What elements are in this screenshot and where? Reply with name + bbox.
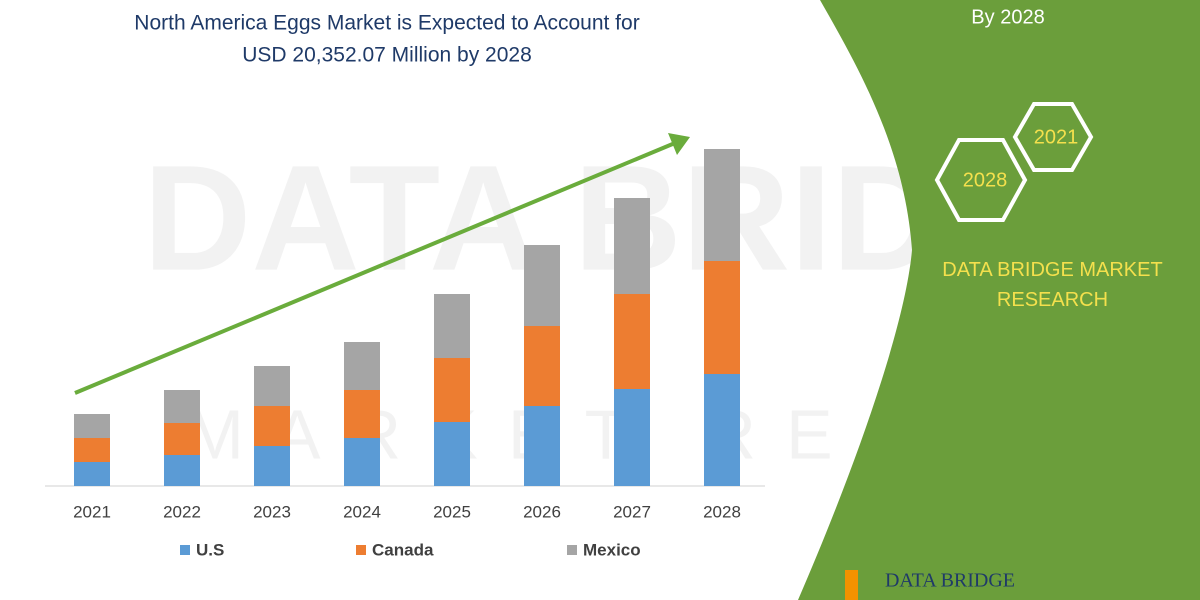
badge: 2021: [1034, 126, 1079, 148]
bar-segment: [344, 390, 380, 438]
chart-title: North America Eggs Market is Expected to…: [134, 12, 639, 35]
logo-mark: [845, 570, 858, 600]
bar-segment: [524, 245, 560, 326]
bar-segment: [74, 462, 110, 486]
legend-label: U.S: [196, 540, 224, 559]
legend-swatch: [567, 545, 577, 555]
legend-swatch: [356, 545, 366, 555]
x-tick-label: 2024: [343, 502, 381, 521]
bar-segment: [254, 446, 290, 486]
x-tick-label: 2027: [613, 502, 651, 521]
bar-segment: [704, 149, 740, 261]
hexagon: [934, 138, 1028, 222]
bar-segment: [524, 326, 560, 406]
bar-segment: [614, 294, 650, 389]
bar-segment: [704, 261, 740, 374]
brand: DATA BRIDGE MARKET RESEARCH: [942, 259, 1163, 311]
bar-segment: [74, 414, 110, 438]
bar-segment: [164, 390, 200, 423]
legend-label: Canada: [372, 540, 434, 559]
bar-segment: [434, 358, 470, 422]
bar-segment: [344, 342, 380, 390]
legend-swatch: [180, 545, 190, 555]
bar-segment: [164, 455, 200, 486]
footer-logo: DATA BRIDGE: [885, 570, 1015, 592]
x-tick-label: 2025: [433, 502, 471, 521]
trend-arrow: [74, 141, 676, 395]
hexagon: [1012, 102, 1094, 172]
trend-arrow-head: [668, 133, 690, 155]
bar-segment: [434, 294, 470, 358]
bar-segment: [254, 406, 290, 446]
side-panel: [798, 0, 1200, 600]
bar-segment: [74, 438, 110, 462]
x-tick-label: 2022: [163, 502, 201, 521]
bar-segment: [704, 374, 740, 486]
caption: By 2028: [971, 6, 1044, 28]
bars: [74, 149, 740, 486]
x-tick-label: 2026: [523, 502, 561, 521]
bar-segment: [344, 438, 380, 486]
bar-segment: [434, 422, 470, 486]
x-tick-label: 2028: [703, 502, 741, 521]
bar-segment: [614, 389, 650, 486]
bar-segment: [164, 423, 200, 455]
x-tick-label: 2021: [73, 502, 111, 521]
bar-segment: [524, 406, 560, 486]
bar-segment: [254, 366, 290, 406]
chart-title: USD 20,352.07 Million by 2028: [242, 44, 532, 67]
badge: 2028: [963, 169, 1008, 191]
x-tick-label: 2023: [253, 502, 291, 521]
legend-label: Mexico: [583, 540, 641, 559]
bar-segment: [614, 198, 650, 294]
